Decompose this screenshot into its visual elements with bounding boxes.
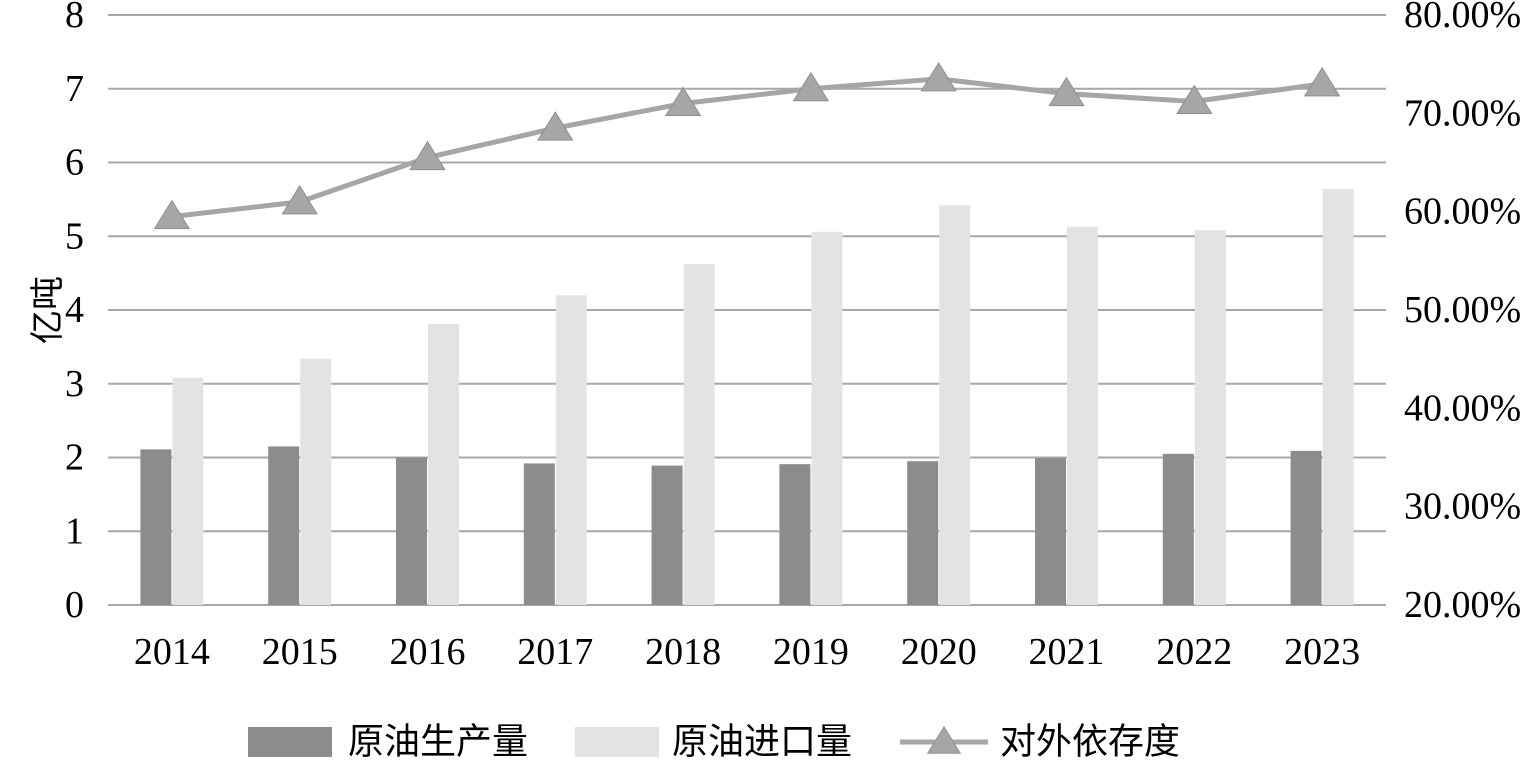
- bar-production: [1162, 453, 1194, 605]
- legend-swatch-production: [248, 727, 332, 757]
- bar-production: [1035, 458, 1066, 605]
- dependency-marker: [537, 111, 574, 141]
- bar-production: [1290, 450, 1322, 605]
- dependency-marker: [792, 71, 830, 102]
- x-tick-label: 2022: [1156, 631, 1232, 673]
- bar-import: [428, 324, 459, 605]
- dependency-marker: [920, 61, 957, 92]
- y-tick-label: 1: [65, 510, 84, 552]
- bar-import: [555, 295, 587, 605]
- legend-label-production: 原油生产量: [348, 722, 528, 761]
- bar-production: [779, 464, 811, 605]
- legend-swatch-import: [575, 727, 659, 757]
- x-tick-label: 2019: [773, 631, 849, 673]
- x-tick-label: 2014: [134, 631, 210, 673]
- y2-tick-label: 70.00%: [1404, 92, 1521, 134]
- x-tick-label: 2015: [262, 631, 338, 673]
- bar-production: [907, 461, 939, 605]
- dependency-marker: [664, 86, 702, 116]
- legend-marker-dependency: [926, 726, 962, 754]
- bar-import: [811, 231, 843, 605]
- x-tick-label: 2017: [517, 631, 593, 673]
- y-tick-label: 2: [65, 437, 84, 479]
- y-tick-label: 3: [65, 363, 84, 405]
- bar-import: [1322, 189, 1354, 606]
- legend-label-dependency: 对外依存度: [1000, 722, 1180, 761]
- y-tick-label: 7: [65, 68, 84, 110]
- y2-tick-label: 50.00%: [1404, 289, 1521, 331]
- dependency-marker: [409, 140, 446, 171]
- bar-import: [172, 377, 204, 605]
- y2-tick-label: 20.00%: [1404, 584, 1521, 626]
- legend: 原油生产量 原油进口量 对外依存度: [248, 722, 1180, 761]
- x-tick-label: 2020: [901, 631, 977, 673]
- left-axis-ticks: 0 1 2 3 4 5 6 7 8: [65, 0, 84, 626]
- legend-label-import: 原油进口量: [672, 722, 852, 761]
- bar-production: [268, 446, 300, 605]
- y2-tick-label: 40.00%: [1404, 387, 1521, 429]
- x-tick-label: 2021: [1029, 631, 1105, 673]
- bar-import: [939, 205, 971, 605]
- y2-tick-label: 30.00%: [1404, 486, 1521, 528]
- bar-import: [683, 264, 715, 605]
- bar-import: [300, 358, 332, 605]
- x-tick-label: 2018: [645, 631, 721, 673]
- bars-layer: [140, 189, 1354, 606]
- bar-import: [1067, 226, 1098, 605]
- dependency-line-layer: [153, 61, 1341, 230]
- right-axis-ticks: 20.00% 30.00% 40.00% 50.00% 60.00% 70.00% 80.0…: [1404, 0, 1521, 626]
- bar-production: [651, 465, 683, 605]
- x-tick-label: 2016: [390, 631, 466, 673]
- bar-production: [523, 463, 555, 605]
- bar-import: [1194, 230, 1226, 605]
- dependency-line: [171, 76, 1323, 220]
- dependency-marker: [281, 184, 318, 215]
- dependency-marker: [153, 199, 191, 230]
- y2-tick-label: 60.00%: [1404, 191, 1521, 233]
- y-tick-label: 0: [65, 584, 84, 626]
- x-axis-ticks: 2014 2015 2016 2017 2018 2019 2020 2021 2022 2023: [134, 631, 1360, 673]
- x-tick-label: 2023: [1284, 631, 1360, 673]
- bar-production: [396, 457, 427, 605]
- y-tick-label: 8: [65, 0, 84, 36]
- bar-production: [140, 449, 172, 605]
- y-tick-label: 4: [65, 289, 84, 331]
- y2-tick-label: 80.00%: [1404, 0, 1521, 36]
- y-tick-label: 5: [65, 215, 84, 257]
- y-tick-label: 6: [65, 142, 84, 184]
- dependency-marker: [1303, 66, 1341, 97]
- y-axis-label: 亿吨: [28, 276, 68, 344]
- dependency-marker: [1048, 76, 1085, 107]
- dependency-marker: [1176, 84, 1213, 115]
